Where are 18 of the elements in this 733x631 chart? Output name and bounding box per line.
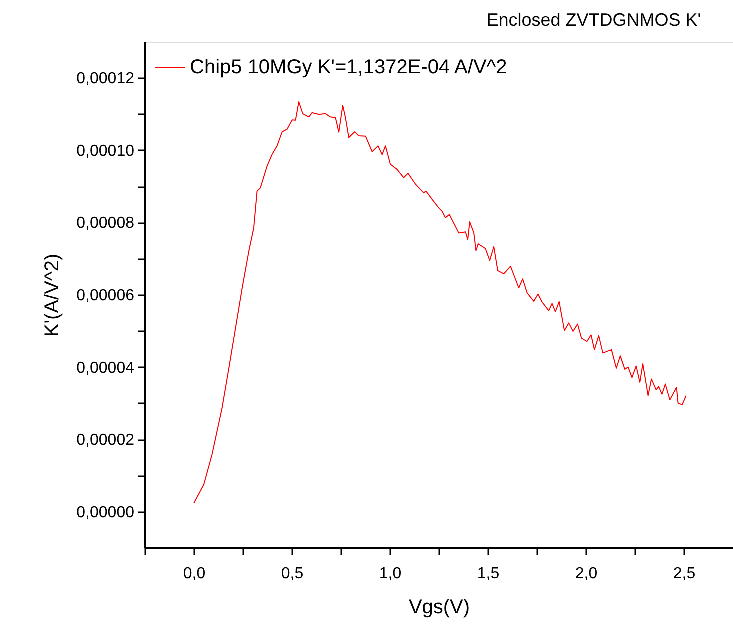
y-tick-label: 0,00002 — [76, 432, 135, 450]
y-tick-label: 0,00012 — [76, 70, 135, 88]
y-tick-label: 0,00004 — [76, 360, 135, 377]
y-tick-label: 0,00000 — [76, 504, 135, 522]
chart-title: Enclosed ZVTDGNMOS K' — [486, 10, 702, 30]
legend-label: Chip5 10MGy K'=1,1372E-04 A/V^2 — [190, 56, 508, 78]
y-tick-label: 0,00008 — [76, 215, 135, 232]
x-tick-label: 2,5 — [673, 566, 696, 582]
x-tick-label: 0,0 — [183, 566, 206, 582]
y-tick-label: 0,00006 — [76, 288, 135, 304]
y-axis-title: K'(A/V^2) — [42, 254, 64, 338]
x-tick-label: 1,0 — [379, 566, 402, 582]
x-tick-label: 1,5 — [477, 566, 500, 582]
x-tick-label: 0,5 — [281, 566, 304, 582]
x-axis-title: Vgs(V) — [408, 596, 470, 618]
line-series — [194, 101, 687, 504]
y-tick-label: 0,00010 — [76, 142, 135, 160]
x-tick-label: 2,0 — [575, 566, 598, 582]
